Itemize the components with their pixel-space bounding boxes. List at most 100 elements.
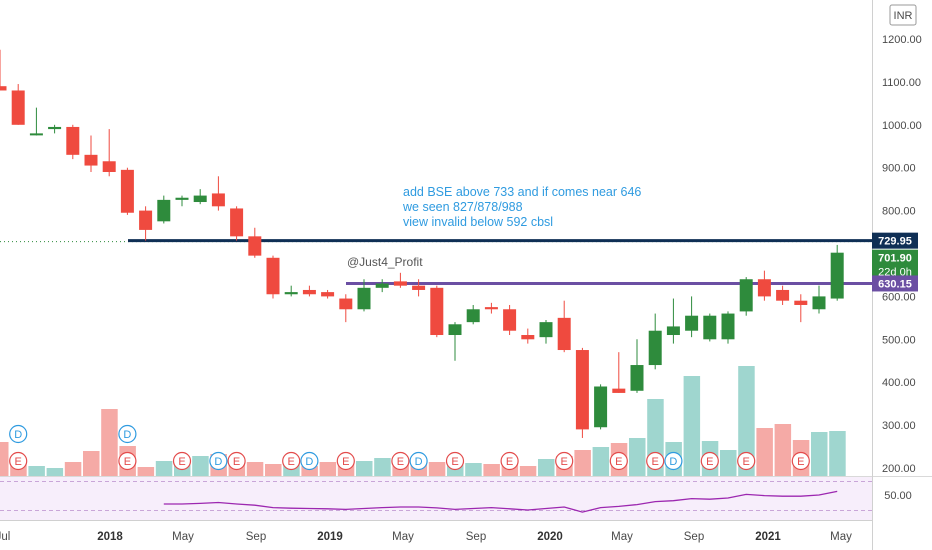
- candle-body[interactable]: [412, 285, 426, 290]
- candle-body[interactable]: [757, 279, 771, 297]
- earnings-marker[interactable]: [445, 451, 465, 471]
- candle-body[interactable]: [157, 199, 171, 222]
- candle-body[interactable]: [666, 326, 680, 336]
- candle-body[interactable]: [539, 322, 553, 338]
- event-letter: D: [123, 429, 131, 441]
- candle-body[interactable]: [466, 309, 480, 323]
- candle-body[interactable]: [102, 161, 116, 172]
- candle-body[interactable]: [685, 315, 699, 331]
- volume-bar: [720, 450, 737, 476]
- volume-bar: [64, 462, 82, 476]
- earnings-marker[interactable]: [646, 451, 665, 471]
- candle-body[interactable]: [393, 281, 407, 286]
- time-tick: 2020: [537, 531, 563, 543]
- candle-body[interactable]: [812, 296, 826, 310]
- event-letter: E: [397, 456, 404, 468]
- candle-body[interactable]: [29, 133, 43, 136]
- price-tick: 800.00: [882, 206, 916, 218]
- rsi-pane[interactable]: [0, 476, 872, 520]
- candle-body[interactable]: [375, 283, 389, 288]
- volume-bar: [46, 468, 64, 476]
- earnings-marker[interactable]: [227, 451, 246, 471]
- candle-body[interactable]: [48, 126, 62, 130]
- dividend-marker[interactable]: [9, 424, 28, 444]
- resistance-price-text: 729.95: [878, 236, 912, 248]
- candle-body[interactable]: [175, 197, 189, 200]
- candle-body[interactable]: [211, 193, 225, 207]
- candle-body[interactable]: [830, 252, 844, 299]
- candle-body[interactable]: [612, 388, 626, 393]
- dividend-marker[interactable]: [664, 451, 683, 471]
- time-tick: May: [830, 531, 852, 543]
- earnings-marker[interactable]: [118, 451, 137, 471]
- candle-body[interactable]: [357, 287, 371, 310]
- candle-body[interactable]: [448, 324, 462, 336]
- earnings-marker[interactable]: [555, 451, 574, 471]
- event-letter: D: [415, 456, 423, 468]
- candle-body[interactable]: [630, 365, 644, 391]
- time-tick: 2021: [755, 531, 781, 543]
- candles: [0, 49, 844, 438]
- event-letter: D: [669, 456, 677, 468]
- candle-body[interactable]: [339, 298, 353, 310]
- dividend-marker[interactable]: [409, 451, 428, 471]
- earnings-marker[interactable]: [9, 451, 28, 471]
- candle-body[interactable]: [739, 279, 753, 312]
- event-letter: E: [797, 456, 804, 468]
- earnings-marker[interactable]: [609, 451, 628, 471]
- candle-body[interactable]: [139, 210, 153, 230]
- last-price-text: 701.90: [878, 253, 912, 265]
- candle-body[interactable]: [248, 236, 262, 256]
- candle-body[interactable]: [230, 208, 244, 237]
- volume-bar: [265, 464, 282, 476]
- candle-body[interactable]: [557, 317, 571, 351]
- candle-body[interactable]: [0, 86, 7, 91]
- dividend-marker[interactable]: [118, 424, 137, 444]
- time-tick: May: [611, 531, 633, 543]
- candle-body[interactable]: [575, 350, 589, 430]
- earnings-marker[interactable]: [391, 451, 410, 471]
- candle-body[interactable]: [721, 313, 735, 340]
- annotation-line-2: we seen 827/878/988: [402, 200, 523, 214]
- candle-body[interactable]: [284, 292, 298, 295]
- earnings-marker[interactable]: [791, 451, 810, 471]
- candle-body[interactable]: [11, 90, 25, 125]
- volume-bar: [774, 424, 792, 476]
- candle-body[interactable]: [302, 289, 316, 295]
- time-axis-ticks: Jul 2018 May Sep 2019 May Sep 2020 May Sep 2021 May: [0, 531, 852, 543]
- candle-body[interactable]: [648, 330, 662, 366]
- earnings-marker[interactable]: [500, 451, 519, 471]
- price-tick: 1200.00: [882, 34, 922, 46]
- candle-body[interactable]: [703, 315, 717, 340]
- time-tick: Sep: [246, 531, 266, 543]
- candle-body[interactable]: [594, 386, 608, 428]
- candle-body[interactable]: [120, 169, 134, 213]
- candle-body[interactable]: [776, 289, 790, 301]
- event-letter: E: [506, 456, 513, 468]
- event-letter: E: [743, 456, 750, 468]
- currency-box[interactable]: [889, 4, 917, 26]
- earnings-marker[interactable]: [700, 451, 719, 471]
- earnings-marker[interactable]: [737, 451, 756, 471]
- earnings-marker[interactable]: [172, 451, 192, 471]
- candle-body[interactable]: [66, 126, 80, 155]
- currency-label: INR: [894, 10, 913, 22]
- candle-body[interactable]: [84, 154, 98, 166]
- volume-bar: [538, 459, 555, 476]
- candle-body[interactable]: [193, 195, 207, 203]
- earnings-marker[interactable]: [282, 451, 301, 471]
- candle-body[interactable]: [503, 309, 517, 331]
- time-tick: May: [392, 531, 414, 543]
- dividend-marker[interactable]: [209, 451, 228, 471]
- volume-bar: [756, 428, 773, 476]
- dividend-marker[interactable]: [300, 451, 319, 471]
- price-tick: 500.00: [882, 334, 916, 346]
- candle-body[interactable]: [794, 300, 808, 305]
- candle-body[interactable]: [266, 257, 280, 295]
- candle-body[interactable]: [484, 307, 498, 310]
- earnings-marker[interactable]: [336, 451, 355, 471]
- candle-body[interactable]: [430, 287, 444, 336]
- candle-body[interactable]: [521, 335, 535, 340]
- candle-body[interactable]: [321, 292, 335, 297]
